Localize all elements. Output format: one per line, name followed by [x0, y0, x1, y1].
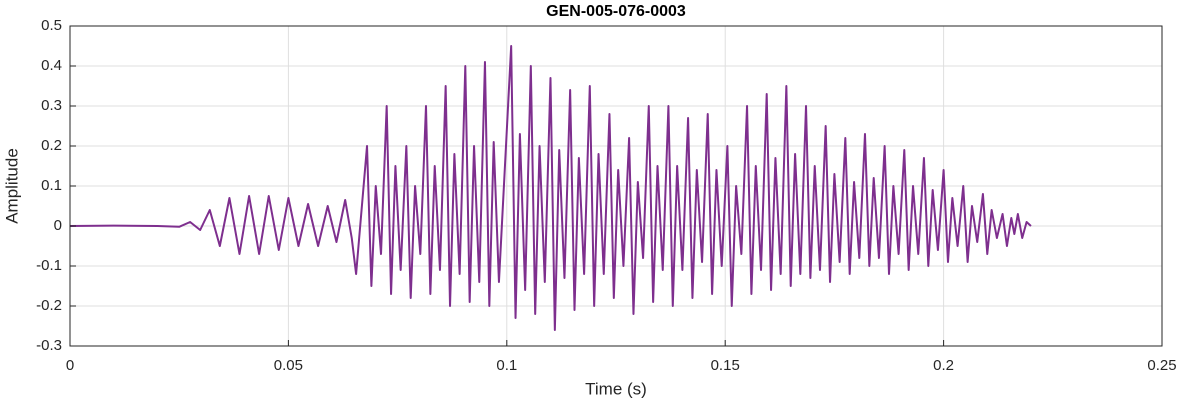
- y-tick-label: -0.3: [36, 337, 62, 354]
- x-tick-label: 0.2: [933, 357, 954, 374]
- waveform-line: [69, 45, 1032, 331]
- x-axis-label: Time (s): [585, 379, 647, 398]
- y-tick-label: 0.2: [41, 137, 62, 154]
- y-tick-label: 0.5: [41, 17, 62, 34]
- y-tick-label: 0.3: [41, 97, 62, 114]
- y-tick-label: -0.2: [36, 297, 62, 314]
- y-tick-label: -0.1: [36, 257, 62, 274]
- x-tick-label: 0.15: [711, 357, 740, 374]
- x-tick-label: 0.05: [274, 357, 303, 374]
- labels: -0.3 -0.2 -0.1 0 0.1 0.2 0.3 0.4 0.5 0 0.05 0.1 0.15…: [36, 17, 1176, 374]
- plot: [69, 45, 1032, 331]
- x-tick-label: 0.1: [496, 357, 517, 374]
- x-tick-label: 0.25: [1147, 357, 1176, 374]
- y-tick-label: 0: [54, 217, 62, 234]
- y-axis-label: Amplitude: [2, 148, 21, 224]
- chart-title: GEN-005-076-0003: [546, 3, 686, 20]
- y-tick-label: 0.1: [41, 177, 62, 194]
- y-tick-label: 0.4: [41, 57, 62, 74]
- x-tick-label: 0: [66, 357, 74, 374]
